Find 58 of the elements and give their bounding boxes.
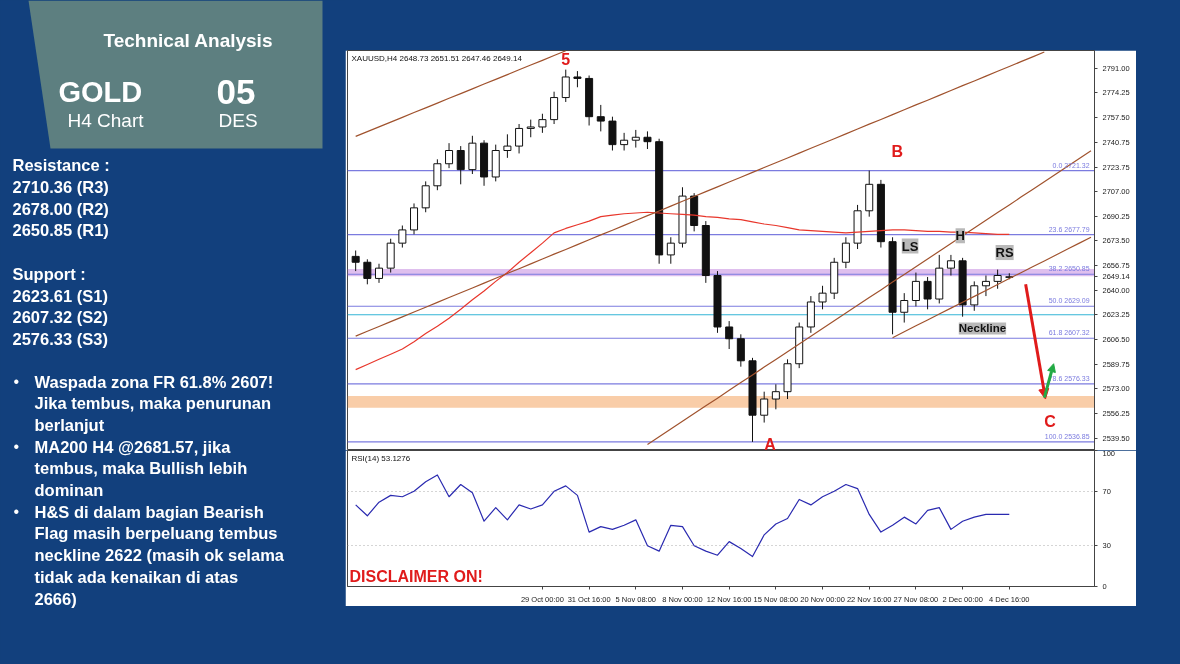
candlestick — [608, 116, 617, 151]
annotation: RS — [995, 245, 1014, 261]
text: GOLD — [58, 75, 143, 108]
candlestick — [433, 158, 442, 191]
candlestick — [923, 276, 932, 310]
text: DES — [218, 110, 258, 131]
candlestick — [760, 391, 769, 424]
candlestick — [503, 133, 512, 159]
candlestick — [946, 254, 955, 276]
candlestick — [900, 292, 909, 324]
annotation: 5 — [561, 51, 571, 69]
candlestick — [456, 145, 465, 185]
chart-title: RSI(14) 53.1276 — [351, 453, 411, 463]
candlestick — [538, 113, 547, 134]
candlestick — [515, 123, 524, 154]
annotation: DISCLAIMER ON! — [349, 567, 483, 585]
text: Resistance : — [12, 155, 110, 174]
candlestick — [398, 225, 407, 249]
candlestick — [725, 320, 734, 350]
text: H4 Chart — [67, 110, 145, 131]
text: • Waspada zona FR 61.8% 2607! Jika tembus, maka penurunan berlanjut — [13, 372, 274, 434]
candlestick — [981, 275, 990, 297]
annotation: B — [891, 143, 904, 161]
candlestick — [818, 285, 827, 310]
candlestick — [841, 236, 850, 269]
text: • H&S di dalam bagian Bearish Flag masih berpeluang tembus neckline 2622 (masih ok selama tidak ada kenaikan di atas 2666) — [13, 502, 285, 608]
candlestick — [363, 258, 372, 285]
candlestick — [970, 280, 979, 312]
text: 2576.33 (S3) — [12, 329, 108, 348]
chart-title: XAUUSD,H4 2648.73 2651.51 2647.46 2649.14 — [351, 53, 523, 63]
text: Support : — [12, 264, 86, 283]
annotation: Neckline — [958, 322, 1007, 335]
annotation: A — [764, 436, 777, 454]
candlestick — [375, 263, 384, 284]
candlestick — [421, 180, 430, 213]
annotation: C — [1044, 412, 1057, 430]
candlestick — [620, 132, 629, 151]
text: 05 — [216, 71, 256, 111]
text: 2710.36 (R3) — [12, 177, 109, 196]
candlestick — [736, 333, 745, 368]
candlestick — [771, 383, 780, 410]
candlestick — [596, 104, 605, 132]
candlestick — [666, 236, 675, 265]
candlestick — [561, 69, 570, 103]
candlestick — [911, 272, 920, 307]
line-series — [355, 474, 1010, 558]
text: 2650.85 (R1) — [12, 220, 109, 239]
candlestick — [550, 91, 559, 125]
text: 2607.32 (S2) — [12, 307, 108, 326]
annotation: LS — [901, 238, 919, 254]
text: • MA200 H4 @2681.57, jika tembus, maka Bullish lebih dominan — [13, 437, 248, 499]
text: 2678.00 (R2) — [12, 199, 109, 218]
candlestick — [351, 250, 360, 272]
text: 2623.61 (S1) — [12, 286, 108, 305]
candlestick — [445, 142, 454, 169]
candlestick — [410, 202, 419, 235]
text: Technical Analysis — [103, 30, 273, 51]
candlestick — [993, 269, 1002, 290]
